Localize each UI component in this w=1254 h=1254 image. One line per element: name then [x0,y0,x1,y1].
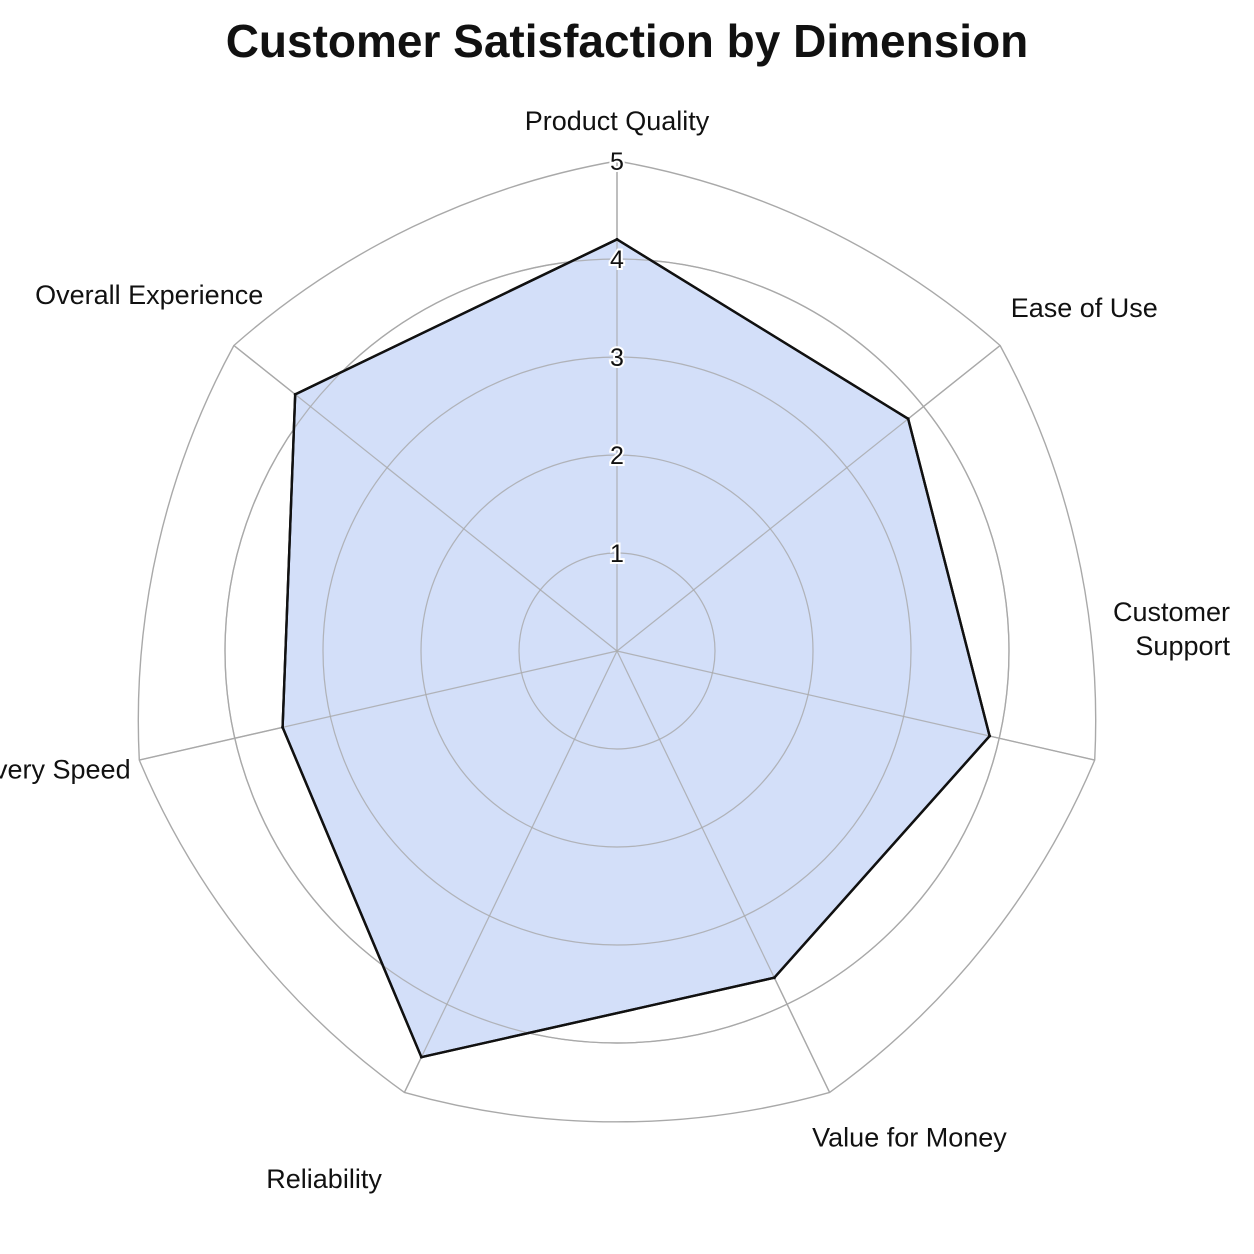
radial-tick-label: 1 [610,540,624,568]
data-point [281,725,285,729]
radial-tick-label: 2 [610,442,624,470]
category-label-line: Value for Money [812,1122,1007,1152]
category-label: Product Quality [525,106,710,136]
category-label-line: Delivery Speed [0,755,131,785]
category-label-line: Ease of Use [1011,293,1158,323]
grid-spoke-overlay [616,345,1001,652]
data-point [772,976,776,980]
radial-tick-label: 3 [610,344,624,372]
category-label: Delivery Speed [0,755,131,785]
grid-outer-boundary [137,160,1097,1123]
data-point [988,734,992,738]
category-label: Overall Experience [35,280,263,310]
radial-tick-label: 4 [610,246,624,274]
data-point [906,417,910,421]
category-label-line: Reliability [266,1164,382,1194]
category-label-line: Customer [1113,597,1230,627]
category-label: Customer Support [1113,597,1231,661]
category-label-line: Support [1135,631,1230,661]
data-series-outline [281,238,991,1059]
category-label: Value for Money [812,1122,1007,1152]
chart-title: Customer Satisfaction by Dimension [225,15,1029,67]
category-label-line: Overall Experience [35,280,263,310]
category-label-line: Product Quality [525,106,710,136]
grid-spoke-overlay [616,650,1095,761]
data-point [419,1055,423,1059]
category-label: Ease of Use [1011,293,1158,323]
grid-spoke-overlay [233,345,618,652]
data-point [293,392,297,396]
grid-overlay [139,161,1095,1093]
category-label: Reliability [266,1164,382,1194]
radial-tick-label: 5 [610,148,624,176]
grid-spoke-overlay [616,650,831,1093]
grid-spoke-overlay [139,650,618,761]
data-point [615,237,619,241]
data-series-area [281,238,991,1059]
grid-spoke-overlay [403,650,618,1093]
